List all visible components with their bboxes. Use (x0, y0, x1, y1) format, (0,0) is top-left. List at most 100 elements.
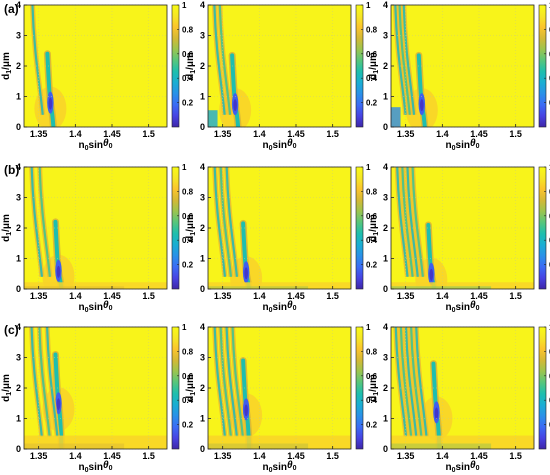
x-tick-label: 1.5 (509, 129, 522, 139)
y-tick-label: 1 (383, 414, 388, 424)
x-axis-label-part: n (263, 462, 269, 473)
y-axis-label-part: /μm (368, 374, 379, 392)
x-axis-label-part: 0 (269, 307, 273, 314)
x-tick-label: 1.5 (509, 451, 522, 461)
fringe-line (398, 5, 411, 115)
colorbar-tick-label: 0.6 (182, 372, 194, 381)
x-tick-label: 1.45 (287, 451, 305, 461)
panel-b3: 1.351.41.451.501234n0sinθ0d1/μm0.20.40.6… (368, 162, 550, 314)
colorbar-tick-label: 0.6 (366, 372, 378, 381)
x-axis-label-part: n (79, 462, 85, 473)
x-axis-label-part: n (263, 302, 269, 313)
y-axis-label-part: 1 (190, 232, 197, 236)
colorbar-tick-label: 0.4 (366, 396, 378, 405)
x-axis-label-part: 0 (293, 143, 297, 150)
y-tick-label: 4 (16, 0, 21, 10)
colorbar (355, 166, 364, 290)
x-tick-label: 1.5 (326, 129, 339, 139)
colorbar (538, 326, 547, 450)
colorbar-tick-label: 1 (182, 1, 187, 10)
x-tick-label: 1.45 (470, 451, 488, 461)
panel-b2: 1.35 1.4 1.45 1.501234n0sinθ0d1/μm0.20.40.6… (185, 162, 378, 314)
x-tick-label: 1.35 (214, 291, 232, 301)
y-axis-label-part: /μm (368, 52, 379, 70)
y-tick-label: 4 (383, 0, 388, 10)
y-tick-label: 3 (16, 31, 21, 41)
y-tick-label: 4 (383, 162, 388, 172)
resonance-min (434, 407, 439, 420)
y-tick-label: 3 (200, 353, 205, 363)
y-tick-label: 4 (200, 0, 205, 10)
panel-b1: 1.35 1.4 1.45 1.501234n0sinθ0d1/μm0.20.40.6… (1, 162, 194, 314)
x-tick-label: 1.5 (142, 451, 155, 461)
heatmap-features (24, 327, 167, 449)
colorbar-tick-label: 1 (182, 323, 187, 332)
row-label-a: (a) (4, 2, 19, 16)
x-tick-label: 1.4 (253, 291, 266, 301)
fringe-line (219, 167, 233, 277)
colorbar-tick-label: 0.2 (366, 99, 378, 108)
fringe-line (394, 327, 408, 437)
panel-a2: 1.35 1.4 1.45 1.501234n0sinθ0d1/μm0.20.40.6… (185, 0, 378, 152)
x-tick-label: 1.45 (287, 291, 305, 301)
colorbar-tick-label: 0.8 (366, 25, 378, 34)
x-tick-label: 1.5 (142, 291, 155, 301)
y-axis-label-part: 1 (373, 70, 380, 74)
panel-a3: 1.351.41.451.501234n0sinθ0d1/μm0.20.40.6… (368, 0, 550, 152)
fringe-line (411, 167, 424, 277)
colorbar-tick-label: 1 (366, 163, 371, 172)
x-tick-label: 1.5 (326, 451, 339, 461)
row-label-c: (c) (4, 323, 19, 337)
y-axis-label-part: /μm (185, 214, 196, 232)
colorbar (171, 326, 180, 450)
resonance-min (429, 268, 434, 281)
y-tick-label: 0 (16, 444, 21, 454)
colorbar-tick-label: 0.8 (182, 187, 194, 196)
low-band-core (208, 286, 309, 289)
x-axis-label-part: n (263, 140, 269, 151)
x-tick-label: 1.5 (509, 291, 522, 301)
colorbar-tick-label: 1 (366, 1, 371, 10)
y-axis-label-part: d (1, 236, 12, 242)
x-tick-label: 1.4 (253, 129, 266, 139)
y-tick-label: 0 (200, 122, 205, 132)
y-axis-label-part: /μm (368, 214, 379, 232)
colorbar-tick-label: 0.2 (366, 261, 378, 270)
y-tick-label: 3 (383, 353, 388, 363)
y-axis-label-part: d (1, 74, 12, 80)
x-axis-label-part: n (79, 302, 85, 313)
heatmap-features (208, 5, 252, 127)
x-tick-label: 1.45 (287, 129, 305, 139)
y-axis-label-part: 1 (190, 70, 197, 74)
y-axis-label-part: /μm (185, 374, 196, 392)
x-axis-label-part: θ (103, 138, 109, 149)
y-axis-label: d1/μm (1, 214, 13, 242)
fringe-line (38, 167, 51, 277)
low-band-core (391, 286, 492, 289)
x-axis-label-part: sin (456, 140, 470, 151)
colorbar-tick-label: 0.8 (366, 187, 378, 196)
colorbar (355, 4, 364, 128)
x-axis-label-part: 0 (476, 143, 480, 150)
x-axis-label-part: n (446, 140, 452, 151)
y-tick-label: 3 (16, 353, 21, 363)
low-band-core (391, 443, 492, 449)
fringe-line (30, 167, 44, 277)
x-axis-label-part: 0 (476, 305, 480, 312)
colorbar-tick-label: 0.2 (182, 99, 194, 108)
colorbar-tick-label: 0.4 (182, 236, 194, 245)
y-axis-label-part: d (368, 236, 379, 242)
y-tick-label: 1 (200, 414, 205, 424)
fringe-line (38, 327, 51, 437)
x-axis-label-part: 0 (109, 143, 113, 150)
y-tick-label: 4 (200, 162, 205, 172)
low-band-core (208, 443, 309, 449)
x-axis-label-part: 0 (85, 467, 89, 474)
x-axis-label-part: θ (287, 138, 293, 149)
fringe-line (404, 327, 418, 437)
colorbar-tick-label: 1 (366, 323, 371, 332)
fringe-line (219, 327, 232, 437)
colorbar-tick-label: 0.6 (366, 50, 378, 59)
colorbar-tick-label: 0.4 (182, 396, 194, 405)
